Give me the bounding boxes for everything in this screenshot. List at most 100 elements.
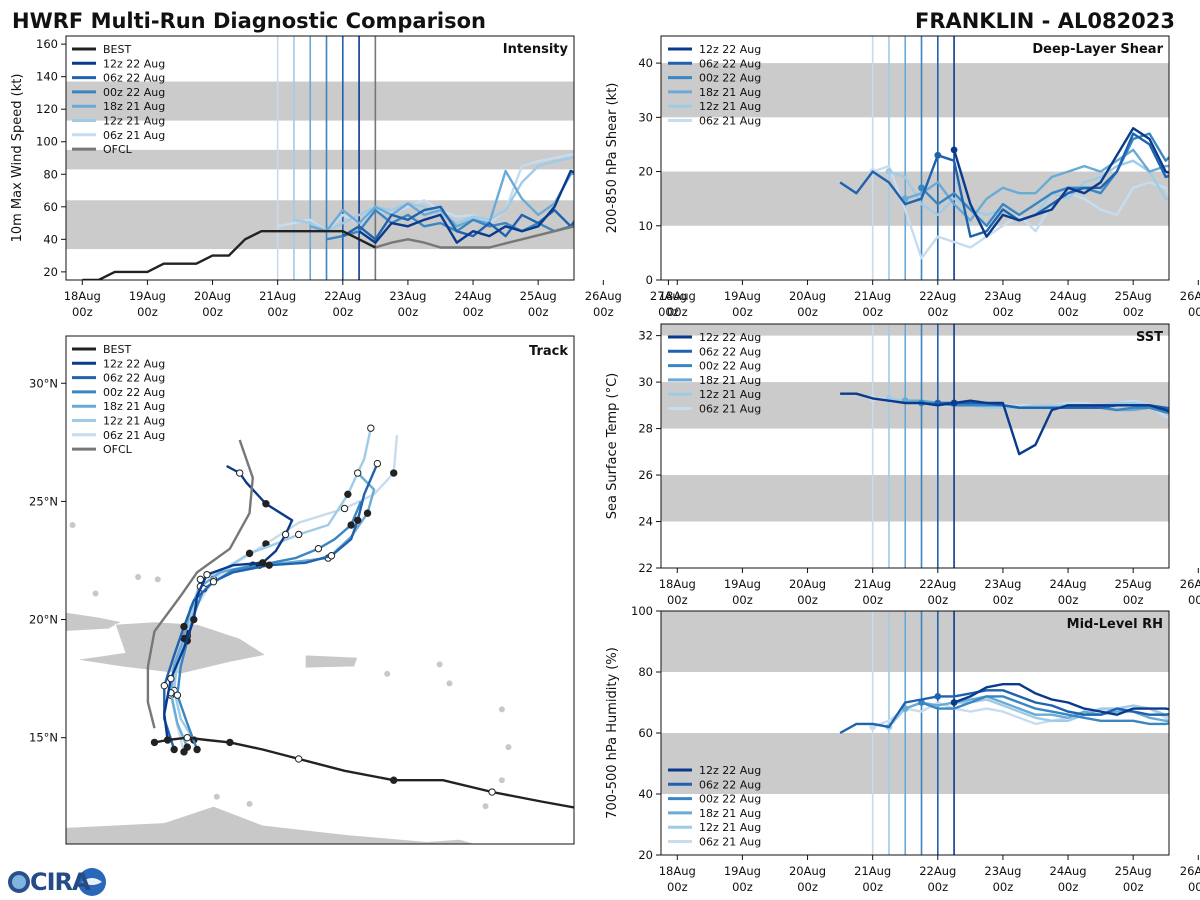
track-point — [258, 559, 267, 567]
track-point — [190, 615, 198, 624]
track-point — [203, 570, 211, 579]
legend-label: 12z 21 Aug — [699, 388, 761, 401]
island-shape — [69, 522, 76, 529]
x-tick-label: 26Aug — [1180, 289, 1200, 303]
x-tick-label: 18Aug — [659, 864, 696, 878]
series-18z-21-aug — [904, 148, 1169, 222]
series-00z-22-aug — [326, 208, 574, 241]
x-tick-label: 23Aug — [984, 577, 1021, 591]
x-tick-label: 00z — [593, 305, 614, 319]
x-tick-label: 00z — [1188, 880, 1200, 894]
track-12z-22-aug — [163, 464, 294, 741]
main-title: HWRF Multi-Run Diagnostic Comparison — [12, 9, 486, 33]
x-tick-label: 22Aug — [919, 577, 956, 591]
init-marker — [918, 184, 925, 192]
track-point — [173, 691, 182, 699]
x-tick-label: 00z — [797, 305, 818, 319]
series-06z-22-aug — [839, 689, 1169, 735]
init-marker — [950, 146, 958, 154]
track-point — [327, 552, 336, 560]
legend-label: 06z 22 Aug — [103, 72, 165, 85]
legend-label: 12z 21 Aug — [103, 115, 165, 128]
track-point — [170, 745, 178, 754]
series-ofcl — [375, 225, 574, 249]
series-18z-21-aug — [904, 695, 1169, 722]
y-tick-label: 160 — [36, 37, 58, 51]
x-tick-label: 00z — [1123, 305, 1144, 319]
x-tick-label: 00z — [862, 593, 883, 607]
init-marker — [950, 399, 958, 407]
track-panel-title: Track — [529, 344, 568, 359]
x-tick-label: 00z — [332, 305, 353, 319]
y-tick-label: 60 — [43, 200, 58, 214]
x-tick-label: 20Aug — [789, 289, 826, 303]
y-tick-label: 100 — [36, 135, 58, 149]
track-point — [294, 530, 303, 539]
track-point — [314, 544, 323, 553]
legend-label: 00z 22 Aug — [699, 793, 761, 806]
x-tick-label: 25Aug — [1115, 864, 1152, 878]
init-marker — [885, 168, 893, 175]
x-tick-label: 00z — [797, 880, 818, 894]
legend-label: 18z 21 Aug — [103, 400, 165, 413]
sst-plot-area — [661, 324, 1169, 568]
threshold-band — [661, 475, 1169, 522]
legend-label: 18z 21 Aug — [699, 374, 761, 387]
x-tick-label: 00z — [1123, 593, 1144, 607]
threshold-band — [661, 324, 1169, 336]
track-06z-21-aug — [169, 435, 399, 753]
x-tick-label: 26Aug — [1180, 577, 1200, 591]
y-tick-label: 20 — [43, 265, 58, 279]
track-point — [180, 622, 188, 631]
y-tick-label: 26 — [638, 468, 653, 482]
x-tick-label: 00z — [398, 305, 419, 319]
track-point — [347, 521, 355, 529]
track-point — [160, 681, 169, 690]
init-marker — [950, 699, 958, 706]
y-tick-label: 140 — [36, 70, 58, 84]
y-tick-label: 120 — [36, 102, 58, 116]
land-shape — [304, 654, 359, 669]
x-tick-label: 26Aug — [585, 289, 622, 303]
x-tick-label: 21Aug — [854, 864, 891, 878]
x-tick-label: 00z — [1188, 305, 1200, 319]
x-tick-label: 21Aug — [854, 577, 891, 591]
track-00z-22-aug — [176, 500, 363, 750]
legend-label: 12z 21 Aug — [699, 100, 761, 113]
series-12z-22-aug — [358, 169, 574, 244]
x-tick-label: 00z — [667, 305, 688, 319]
legend-label: BEST — [103, 43, 131, 56]
legend-label: 06z 21 Aug — [699, 836, 761, 849]
track-18z-21-aug — [169, 472, 376, 748]
sst-ylabel: Sea Surface Temp (°C) — [605, 373, 620, 520]
island-shape — [482, 803, 489, 810]
legend-label: 06z 22 Aug — [699, 345, 761, 358]
track-point — [353, 469, 362, 477]
island-shape — [246, 800, 253, 807]
island-shape — [213, 793, 220, 800]
x-tick-label: 18Aug — [64, 289, 101, 303]
x-tick-label: 22Aug — [324, 289, 361, 303]
x-tick-label: 20Aug — [194, 289, 231, 303]
y-tick-label: 32 — [638, 329, 653, 343]
legend-label: 18z 21 Aug — [699, 86, 761, 99]
y-tick-label: 20 — [638, 165, 653, 179]
island-shape — [505, 744, 512, 751]
legend-label: 00z 22 Aug — [699, 72, 761, 85]
island-shape — [446, 680, 453, 687]
track-point — [167, 674, 175, 683]
y-tick-label: 40 — [638, 56, 653, 70]
track-point — [183, 733, 191, 742]
x-tick-label: 23Aug — [984, 864, 1021, 878]
x-tick-label: 00z — [862, 880, 883, 894]
x-tick-label: 20Aug — [789, 577, 826, 591]
init-marker — [934, 151, 942, 159]
rh-panel-title: Mid-Level RH — [1067, 617, 1163, 632]
x-tick-label: 00z — [732, 880, 753, 894]
legend-label: 00z 22 Aug — [103, 386, 165, 399]
x-tick-label: 24Aug — [455, 289, 492, 303]
legend-label: 12z 21 Aug — [103, 415, 165, 428]
rh-ylabel: 700-500 hPa Humidity (%) — [605, 647, 620, 819]
legend-label: 12z 21 Aug — [699, 821, 761, 834]
